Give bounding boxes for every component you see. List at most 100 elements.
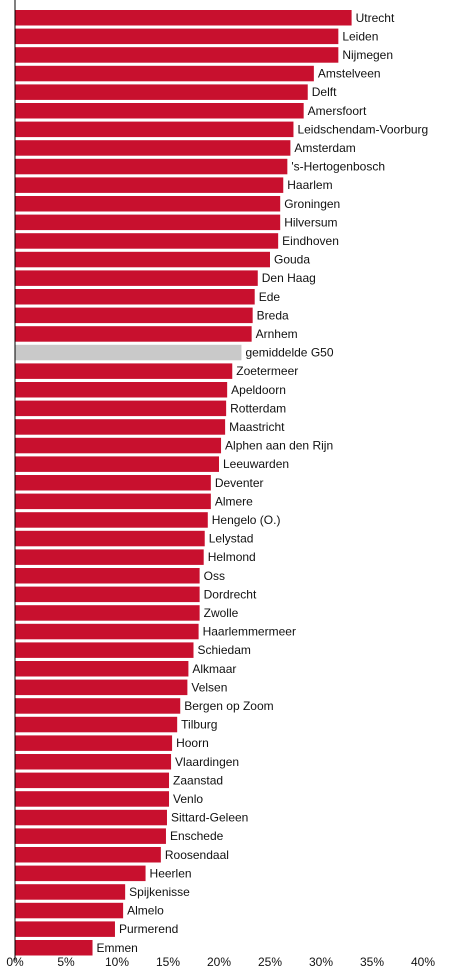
bar-leeuwarden (15, 456, 219, 472)
bar-tilburg (15, 716, 178, 733)
bar-almere (15, 493, 211, 510)
x-tick-label: 30% (309, 955, 333, 969)
bar-label-amsterdam: Amsterdam (294, 141, 355, 155)
bar-label-heerlen: Heerlen (150, 866, 192, 880)
bar-label-purmerend: Purmerend (119, 922, 178, 936)
bar-alkmaar (15, 661, 189, 677)
bar-maastricht (15, 419, 226, 435)
bar-zoetermeer (15, 363, 233, 379)
bar-label-oss: Oss (204, 569, 225, 583)
bar-purmerend (15, 921, 115, 937)
bar-delft (15, 84, 308, 100)
x-tick-label: 15% (156, 955, 180, 969)
bar-label-nijmegen: Nijmegen (342, 48, 393, 62)
bar-zwolle (15, 605, 200, 621)
bar-label-den-haag: Den Haag (262, 271, 316, 285)
bar-label-s-hertogenbosch: 's-Hertogenbosch (291, 160, 385, 174)
bar-helmond (15, 549, 204, 565)
bar-label-helmond: Helmond (208, 550, 256, 564)
bar-spijkenisse (15, 884, 126, 900)
bar-label-roosendaal: Roosendaal (165, 848, 229, 862)
bar-gouda (15, 251, 270, 268)
bar-leidschendam-voorburg (15, 121, 294, 138)
bar-enschede (15, 828, 166, 844)
bar-label-leidschendam-voorburg: Leidschendam-Voorburg (297, 122, 428, 136)
bar-label-tilburg: Tilburg (181, 718, 217, 732)
bar-s-hertogenbosch (15, 158, 288, 175)
bar-label-alkmaar: Alkmaar (192, 662, 236, 676)
bars-group (15, 10, 352, 956)
bar-label-spijkenisse: Spijkenisse (129, 885, 190, 899)
x-tick-label: 5% (57, 955, 75, 969)
bar-label-leiden: Leiden (342, 29, 378, 43)
x-tick-label: 10% (105, 955, 129, 969)
bar-label-sittard-geleen: Sittard-Geleen (171, 811, 248, 825)
bar-arnhem (15, 326, 252, 342)
bar-label-almere: Almere (215, 494, 253, 508)
bar-label-haarlemmermeer: Haarlemmermeer (203, 625, 296, 639)
bar-utrecht (15, 10, 352, 26)
bar-deventer (15, 475, 211, 491)
bar-label-vlaardingen: Vlaardingen (175, 755, 239, 769)
x-tick-label: 20% (207, 955, 231, 969)
bar-amsterdam (15, 140, 291, 156)
bar-label-dordrecht: Dordrecht (204, 587, 257, 601)
bar-label-maastricht: Maastricht (229, 420, 285, 434)
bar-label-hilversum: Hilversum (284, 215, 337, 229)
bar-heerlen (15, 865, 146, 882)
bar-gemiddelde-g50 (15, 344, 242, 361)
bar-alphen-aan-den-rijn (15, 437, 222, 454)
bar-almelo (15, 902, 124, 919)
x-tick-label: 35% (360, 955, 384, 969)
bar-label-bergen-op-zoom: Bergen op Zoom (184, 699, 273, 713)
bar-bergen-op-zoom (15, 698, 181, 714)
bar-amersfoort (15, 103, 304, 119)
bar-amstelveen (15, 65, 314, 82)
bar-label-gemiddelde-g50: gemiddelde G50 (245, 346, 333, 360)
bar-label-zwolle: Zwolle (204, 606, 239, 620)
bar-label-deventer: Deventer (215, 476, 264, 490)
bar-label-schiedam: Schiedam (198, 643, 251, 657)
bar-label-groningen: Groningen (284, 197, 340, 211)
bar-breda (15, 307, 253, 324)
bar-vlaardingen (15, 754, 172, 770)
bar-label-ede: Ede (259, 290, 281, 304)
x-tick-label: 0% (6, 955, 24, 969)
bar-den-haag (15, 270, 258, 286)
x-axis-ticks: 0% 5% 10% 15% 20% 25% 30% 35% 40% (6, 955, 435, 969)
bar-label-rotterdam: Rotterdam (230, 401, 286, 415)
bar-label-gouda: Gouda (274, 253, 310, 267)
bar-label-hoorn: Hoorn (176, 736, 209, 750)
bar-label-lelystad: Lelystad (209, 532, 254, 546)
bar-oss (15, 568, 200, 584)
bar-label-zaanstad: Zaanstad (173, 773, 223, 787)
bar-apeldoorn (15, 382, 228, 398)
bar-hengelo-o (15, 512, 208, 528)
bar-groningen (15, 196, 281, 212)
bar-hilversum (15, 214, 281, 231)
bar-label-venlo: Venlo (173, 792, 203, 806)
bar-label-breda: Breda (257, 308, 289, 322)
bar-haarlem (15, 177, 284, 193)
bar-label-utrecht: Utrecht (356, 11, 395, 25)
bar-label-almelo: Almelo (127, 904, 164, 918)
bar-venlo (15, 791, 170, 807)
bar-labels-group: Utrecht Leiden Nijmegen Amstelveen Delft Amer… (97, 11, 429, 955)
bar-label-enschede: Enschede (170, 829, 224, 843)
bar-label-eindhoven: Eindhoven (282, 234, 339, 248)
bar-ede (15, 289, 255, 305)
x-tick-label: 40% (411, 955, 435, 969)
bar-zaanstad (15, 772, 170, 789)
bar-roosendaal (15, 847, 161, 863)
bar-nijmegen (15, 47, 339, 63)
bar-haarlemmermeer (15, 623, 199, 640)
bar-label-amersfoort: Amersfoort (308, 104, 367, 118)
bar-label-amstelveen: Amstelveen (318, 67, 381, 81)
bar-hoorn (15, 735, 173, 751)
bar-sittard-geleen (15, 809, 167, 826)
x-tick-label: 25% (258, 955, 282, 969)
bar-lelystad (15, 530, 205, 547)
bar-dordrecht (15, 586, 200, 603)
bar-label-leeuwarden: Leeuwarden (223, 457, 289, 471)
